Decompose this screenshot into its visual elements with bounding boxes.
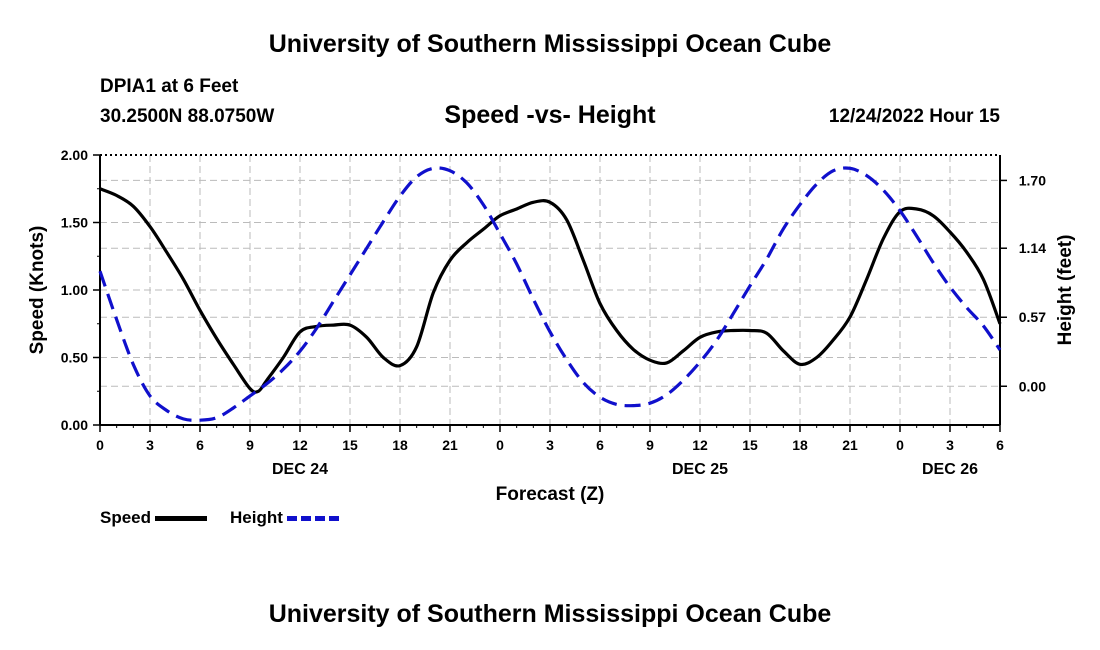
x-tick-label: 12: [292, 437, 308, 453]
y-left-tick-label: 0.00: [61, 417, 88, 433]
chart-title: University of Southern Mississippi Ocean…: [268, 30, 832, 58]
y-axis-right-label: Height (feet): [1055, 235, 1076, 346]
x-tick-label: 3: [546, 437, 554, 453]
y-left-tick-label: 1.00: [61, 282, 88, 298]
x-tick-label: 9: [246, 437, 254, 453]
x-tick-label: 0: [496, 437, 504, 453]
x-tick-label: 12: [692, 437, 708, 453]
y-right-tick-label: 1.14: [1019, 240, 1046, 256]
x-tick-label: 15: [742, 437, 758, 453]
x-tick-label: 6: [996, 437, 1004, 453]
y-axis-left-label: Speed (Knots): [27, 226, 48, 355]
x-tick-label: 3: [146, 437, 154, 453]
series-line-height: [98, 166, 1002, 422]
x-tick-label: 21: [442, 437, 458, 453]
station-label: DPIA1 at 6 Feet: [100, 76, 239, 97]
x-tick-label: 18: [792, 437, 808, 453]
x-tick-label: 9: [646, 437, 654, 453]
y-right-tick-label: 0.00: [1019, 378, 1046, 394]
forecast-datetime: 12/24/2022 Hour 15: [828, 106, 1000, 127]
x-tick-label: 0: [96, 437, 104, 453]
date-label: DEC 25: [672, 461, 728, 478]
series-line-speed: [99, 187, 1002, 394]
y-right-tick-label: 1.70: [1019, 172, 1046, 188]
y-left-tick-label: 2.00: [61, 147, 88, 163]
chart-subtitle: Speed -vs- Height: [444, 101, 656, 129]
coordinates-label: 30.2500N 88.0750W: [100, 106, 275, 127]
footer-title: University of Southern Mississippi Ocean…: [268, 600, 832, 628]
date-label: DEC 26: [922, 461, 978, 478]
x-tick-label: 0: [896, 437, 904, 453]
x-tick-label: 6: [196, 437, 204, 453]
legend-height-label: Height: [230, 508, 283, 527]
date-label: DEC 24: [272, 461, 328, 478]
y-right-tick-label: 0.57: [1019, 309, 1046, 325]
x-tick-label: 18: [392, 437, 408, 453]
y-left-tick-label: 1.50: [61, 215, 88, 231]
legend-speed-swatch: [155, 515, 208, 521]
x-tick-label: 6: [596, 437, 604, 453]
legend-height-swatch: [286, 515, 339, 521]
x-tick-label: 3: [946, 437, 954, 453]
x-axis-label: Forecast (Z): [496, 484, 605, 505]
x-tick-label: 21: [842, 437, 858, 453]
legend-height: Height: [230, 508, 339, 528]
legend-speed: Speed: [100, 508, 208, 528]
y-left-tick-label: 0.50: [61, 350, 88, 366]
legend-speed-label: Speed: [100, 508, 152, 527]
x-tick-label: 15: [342, 437, 358, 453]
